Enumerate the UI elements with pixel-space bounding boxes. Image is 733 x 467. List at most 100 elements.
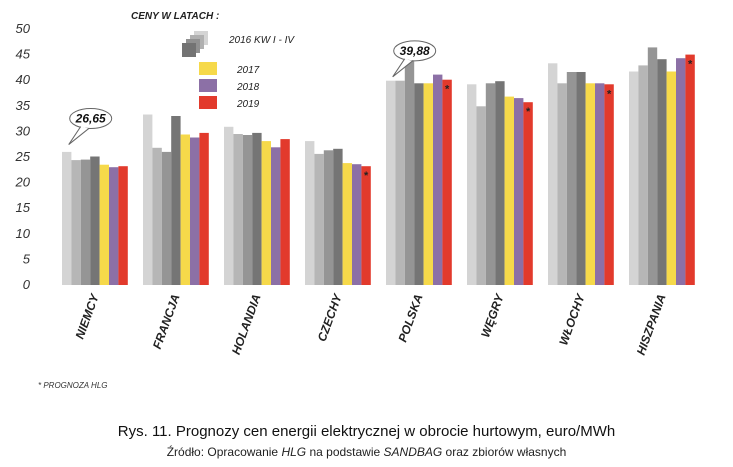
source-hlg: HLG (281, 445, 307, 459)
category-label: NIEMCY (73, 291, 102, 341)
y-tick-label: 45 (16, 47, 31, 62)
forecast-marker: * (445, 84, 450, 96)
bar (90, 156, 100, 285)
forecast-footnote: * PROGNOZA HLG (38, 381, 108, 390)
category-label: HOLANDIA (229, 292, 264, 356)
y-axis-ticks: 0 5 10 15 20 25 30 35 40 45 50 (15, 21, 31, 292)
bar (323, 150, 334, 285)
legend-swatch-2016 (182, 31, 208, 57)
bar (361, 166, 371, 285)
callout-pointer (68, 126, 90, 145)
callout-label: 39,88 (400, 44, 430, 58)
bar (514, 98, 524, 285)
source-suffix: oraz zbiorów własnych (442, 445, 567, 459)
bar (476, 106, 486, 285)
bar (442, 79, 452, 285)
bar (657, 59, 667, 286)
value-callouts: 26,65 39,88 (68, 40, 437, 145)
bar (224, 126, 234, 285)
callout-bubble (69, 108, 113, 130)
bar (523, 102, 533, 285)
legend-swatch-2017 (199, 62, 217, 75)
forecast-markers: * * * * * (364, 59, 693, 183)
bar (504, 96, 514, 285)
bar (252, 132, 262, 285)
bar (566, 72, 577, 285)
bar (414, 83, 424, 285)
bar (495, 81, 505, 285)
bar (62, 151, 72, 285)
category-label: WŁOCHY (556, 291, 588, 347)
y-tick-label: 15 (16, 200, 31, 215)
bar (423, 83, 433, 285)
bar (604, 84, 614, 285)
y-tick-label: 50 (16, 21, 31, 36)
y-tick-label: 20 (15, 175, 31, 190)
bar (352, 164, 362, 285)
forecast-marker: * (607, 88, 612, 100)
bar (190, 137, 200, 285)
source-sandbag: SANDBAG (383, 445, 443, 459)
legend-swatch-2019 (199, 96, 217, 109)
bar (99, 164, 109, 285)
legend-label-2017: 2017 (236, 65, 260, 76)
bar (333, 148, 343, 285)
bar (433, 74, 443, 285)
source-prefix: Źródło: Opracowanie (166, 445, 282, 459)
category-label: WĘGRY (478, 291, 507, 339)
bar (180, 134, 190, 285)
bar (171, 116, 181, 285)
bar (557, 83, 567, 285)
figure-source: Źródło: Opracowanie HLG na podstawie SAN… (0, 445, 733, 459)
bar (548, 63, 558, 285)
bar (485, 83, 496, 285)
forecast-marker: * (526, 106, 531, 118)
y-tick-label: 5 (23, 251, 31, 266)
category-label: HISZPANIA (634, 292, 669, 357)
figure-caption: Rys. 11. Prognozy cen energii elektryczn… (117, 423, 616, 440)
legend: CENY W LATACH : 2016 KW I - IV 2017 2018… (131, 11, 295, 110)
bar (80, 159, 91, 285)
bar (143, 114, 153, 285)
category-labels: NIEMCY FRANCJA HOLANDIA CZECHY POLSKA WĘGRY WŁ… (73, 291, 669, 357)
bar (342, 163, 352, 285)
bar (467, 84, 477, 285)
bar (576, 72, 586, 285)
bar (305, 141, 315, 285)
bar (386, 80, 396, 285)
bar (242, 135, 253, 285)
legend-label-2016: 2016 KW I - IV (228, 35, 295, 46)
bar (638, 65, 648, 286)
callout-pointer (392, 58, 414, 78)
bar (395, 80, 405, 285)
bar (666, 71, 676, 285)
source-mid: na podstawie (306, 445, 384, 459)
category-label: POLSKA (395, 292, 425, 344)
bar (118, 166, 128, 285)
bar (647, 47, 658, 286)
legend-title: CENY W LATACH : (131, 11, 219, 22)
bar (629, 71, 639, 285)
bar (233, 134, 243, 285)
bar-series (62, 47, 695, 286)
bar (152, 147, 162, 285)
y-tick-label: 10 (16, 226, 31, 241)
bar (404, 59, 415, 286)
bar (280, 139, 290, 285)
bar (271, 147, 281, 285)
legend-label-2018: 2018 (236, 82, 260, 93)
bar (595, 83, 605, 285)
y-tick-label: 40 (16, 72, 31, 87)
y-tick-label: 35 (16, 98, 31, 113)
y-tick-label: 30 (16, 123, 31, 138)
bar-chart: 0 5 10 15 20 25 30 35 40 45 50 NIEMCY FRANCJA HOLAND… (15, 11, 695, 357)
bar (314, 153, 324, 285)
y-tick-label: 0 (23, 277, 31, 292)
bar (685, 54, 695, 285)
bar (71, 160, 81, 285)
callout-bubble (393, 40, 437, 62)
forecast-marker: * (688, 59, 693, 71)
bar (676, 58, 686, 286)
bar (261, 141, 271, 285)
bar (585, 83, 595, 285)
